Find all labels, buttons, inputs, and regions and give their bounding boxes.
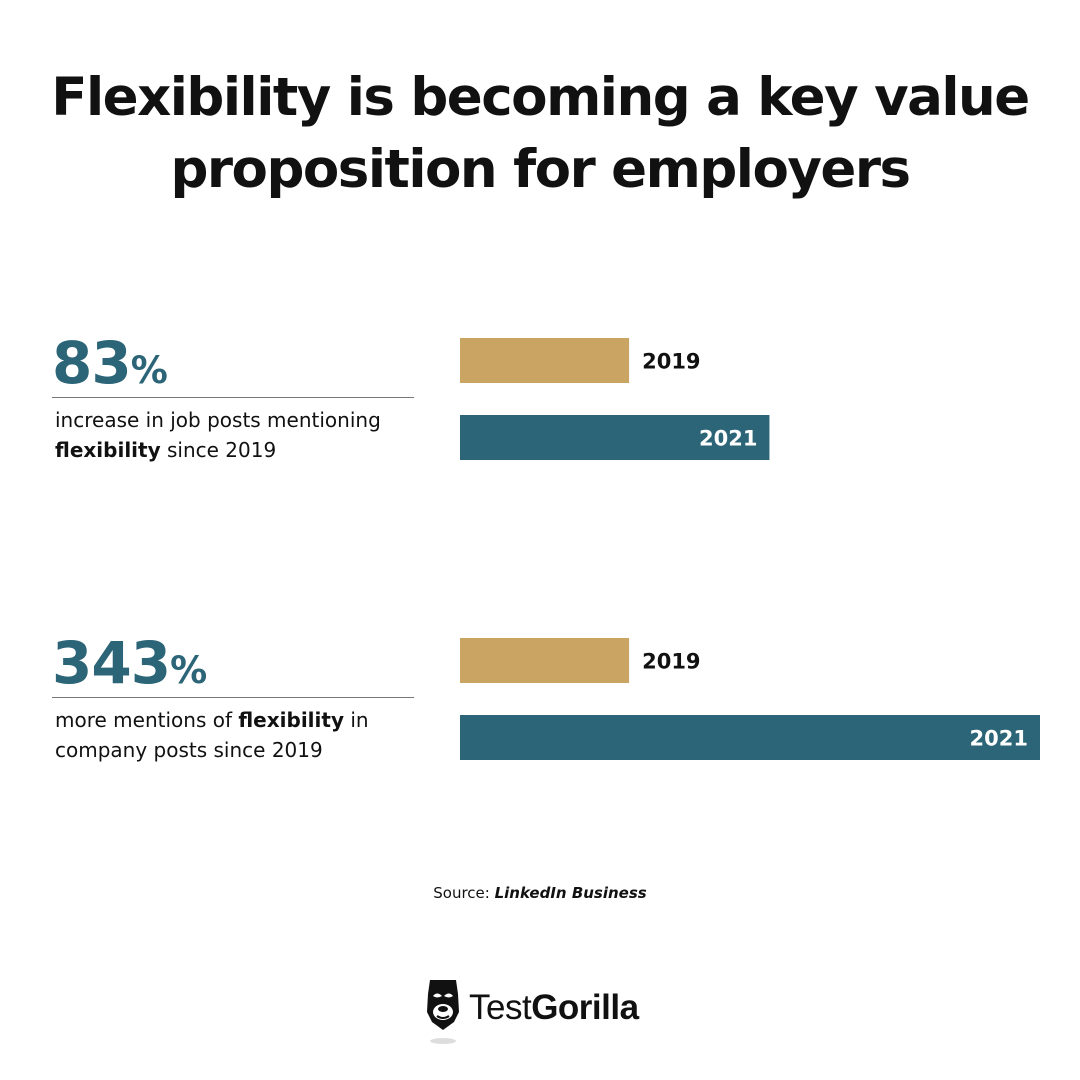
stat-block-company-posts: 343% more mentions of flexibility in com… <box>52 630 414 765</box>
bar-chart-2: 2019 2021 <box>460 638 1040 760</box>
source-note: Source: LinkedIn Business <box>0 884 1080 902</box>
title-line-2: proposition for employers <box>170 139 911 200</box>
bar-label-2021: 2021 <box>699 427 757 451</box>
source-prefix: Source: <box>433 884 495 902</box>
bar-label-2019: 2019 <box>642 650 700 674</box>
bar-chart-1: 2019 2021 <box>460 338 770 460</box>
stat-unit: % <box>130 349 168 392</box>
page-title: Flexibility is becoming a key value prop… <box>20 62 1060 206</box>
bar-2021 <box>460 415 770 460</box>
stat-value: 343 <box>52 629 171 697</box>
stat-divider <box>52 697 414 698</box>
bar-label-2021: 2021 <box>970 727 1028 751</box>
stat-value: 83 <box>52 329 132 397</box>
stat-description: increase in job posts mentioning flexibi… <box>55 408 381 462</box>
stat-keyword: flexibility <box>55 438 161 462</box>
stat-percentage: 83% <box>52 330 414 396</box>
bar-2021 <box>460 715 1040 760</box>
stat-description: more mentions of flexibility in company … <box>55 708 369 762</box>
bar-2019 <box>460 338 630 383</box>
stat-divider <box>52 397 414 398</box>
stat-block-job-posts: 83% increase in job posts mentioning fle… <box>52 330 414 465</box>
source-name: LinkedIn Business <box>494 884 647 902</box>
stat-unit: % <box>170 649 208 692</box>
title-line-1: Flexibility is becoming a key value <box>51 67 1030 128</box>
gorilla-icon <box>427 980 459 1044</box>
bar-label-2019: 2019 <box>642 350 700 374</box>
stat-percentage: 343% <box>52 630 414 696</box>
brand-name: TestGorilla <box>469 988 639 1027</box>
stat-keyword: flexibility <box>238 708 344 732</box>
bar-2019 <box>460 638 630 683</box>
